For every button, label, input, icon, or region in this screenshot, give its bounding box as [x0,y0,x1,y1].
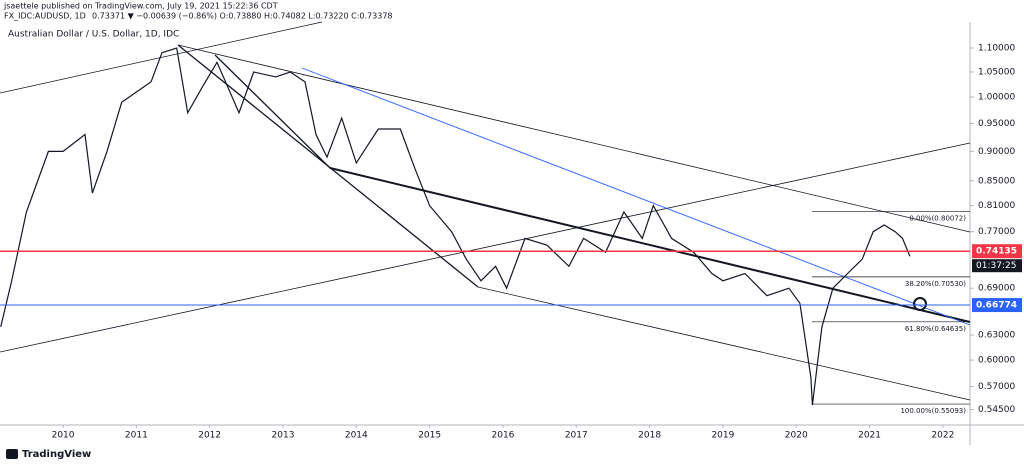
fib-label: 61.80%(0.64635) [905,325,966,333]
x-tick-label: 2022 [931,431,954,441]
trend-line [0,142,971,353]
price-label: 0.74135 [976,247,1017,257]
y-tick-label: 0.77000 [978,227,1015,237]
price-line [0,47,911,406]
symbol: FX_IDC:AUDUSD, 1D [4,12,86,21]
trend-line [214,54,331,169]
y-tick-label: 1.10000 [978,44,1015,54]
chart-title: Australian Dollar / U.S. Dollar, 1D, IDC [8,30,179,40]
x-tick-label: 2019 [711,431,734,441]
x-tick-label: 2015 [418,431,441,441]
trend-line [177,44,971,233]
y-tick-label: 1.05000 [978,67,1015,77]
x-tick-label: 2010 [52,431,75,441]
countdown-box [972,259,1022,273]
y-tick-label: 0.63000 [978,331,1015,341]
y-tick-label: 0.81000 [978,201,1015,211]
countdown: 01:37:25 [976,261,1016,271]
y-tick-label: 0.95000 [978,119,1015,129]
x-tick-label: 2021 [858,431,881,441]
x-tick-label: 2014 [345,431,368,441]
trend-line [0,21,323,94]
x-tick-label: 2016 [492,431,515,441]
trend-line [329,167,971,323]
fib-label: 0.00%(0.80072) [909,215,966,223]
fib-label: 100.00%(0.55093) [900,407,966,415]
x-tick-label: 2018 [638,431,661,441]
drawings [0,21,971,401]
y-tick-label: 0.90000 [978,147,1015,157]
y-tick-label: 0.85000 [978,176,1015,186]
y-tick-label: 0.57000 [978,382,1015,392]
trend-line [301,67,971,326]
y-tick-label: 1.00000 [978,93,1015,103]
fib-label: 38.20%(0.70530) [905,280,966,288]
price-label-box [972,298,1022,313]
y-tick-label: 0.69000 [978,284,1015,294]
marker-circle [913,297,927,311]
y-tick-label: 0.60000 [978,356,1015,366]
footer-logo: TradingView [6,449,91,460]
price-label: 0.66774 [976,301,1017,311]
publisher: jsaettele published on TradingView.com, … [3,2,278,11]
quote: 0.73371 ▼ −0.00639 (−0.86%) O:0.73880 H:… [92,12,393,21]
trend-line [477,286,971,401]
footer: TradingView [22,449,91,460]
y-tick-label: 0.54500 [978,405,1015,415]
x-tick-label: 2011 [125,431,148,441]
x-tick-label: 2017 [565,431,588,441]
x-tick-label: 2013 [272,431,295,441]
x-tick-label: 2012 [198,431,221,441]
price-label-box [972,244,1022,259]
x-tick-label: 2020 [785,431,808,441]
logo-icon [6,449,18,459]
